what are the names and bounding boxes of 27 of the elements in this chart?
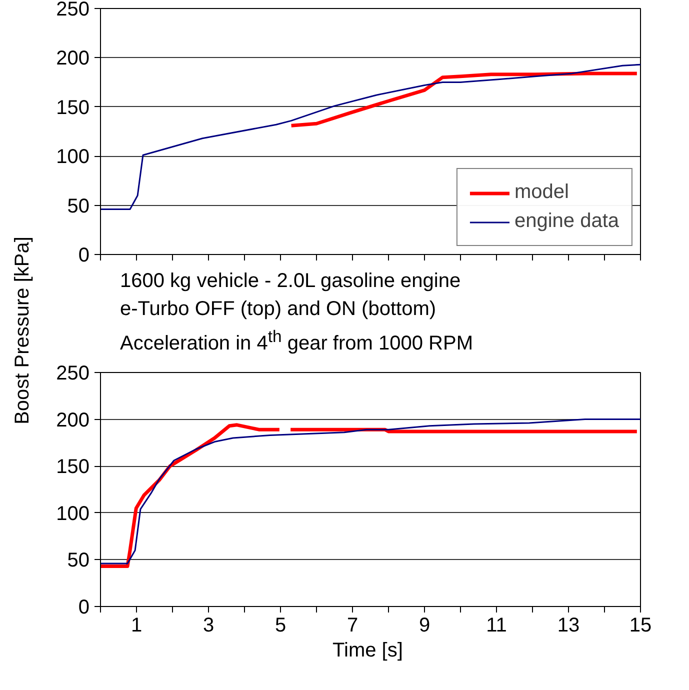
x-tick-label: 15 [629, 614, 652, 636]
y-tick-label: 0 [78, 244, 90, 266]
x-tick-label: 11 [486, 614, 507, 636]
x-tick-label: 13 [557, 614, 580, 636]
y-axis-title: Boost Pressure [kPa] [12, 236, 34, 424]
y-tick-label: 250 [56, 362, 90, 384]
x-tick-label: 9 [418, 614, 430, 636]
y-tick-label: 100 [56, 146, 90, 168]
x-axis-title: Time [s] [332, 640, 403, 662]
line-series [100, 64, 640, 210]
y-tick-label: 150 [56, 456, 90, 478]
y-tick-label: 50 [67, 195, 90, 218]
chart-title: 1600 kg vehicle - 2.0L gasoline engine e-Turbo OFF (top) and ON (bottom) Acceleration in 4$^{th}$ gear from 1000 RPM [120, 269, 473, 357]
y-tick-label: 50 [67, 550, 90, 572]
y-tick-label: 0 [78, 596, 90, 618]
legend-label: engine data [514, 210, 619, 233]
y-tick-label: 150 [56, 96, 90, 119]
y-tick-label: 200 [56, 409, 90, 432]
y-tick-label: 250 [56, 0, 90, 20]
y-tick-label: 100 [56, 502, 90, 525]
legend-label: model [514, 181, 569, 204]
x-tick-label: 3 [202, 614, 214, 636]
x-tick-label: 5 [274, 614, 286, 636]
x-tick-label: 7 [346, 614, 358, 636]
y-tick-label: 200 [56, 48, 90, 70]
line-series [290, 72, 639, 128]
x-tick-label: 1 [130, 614, 142, 636]
